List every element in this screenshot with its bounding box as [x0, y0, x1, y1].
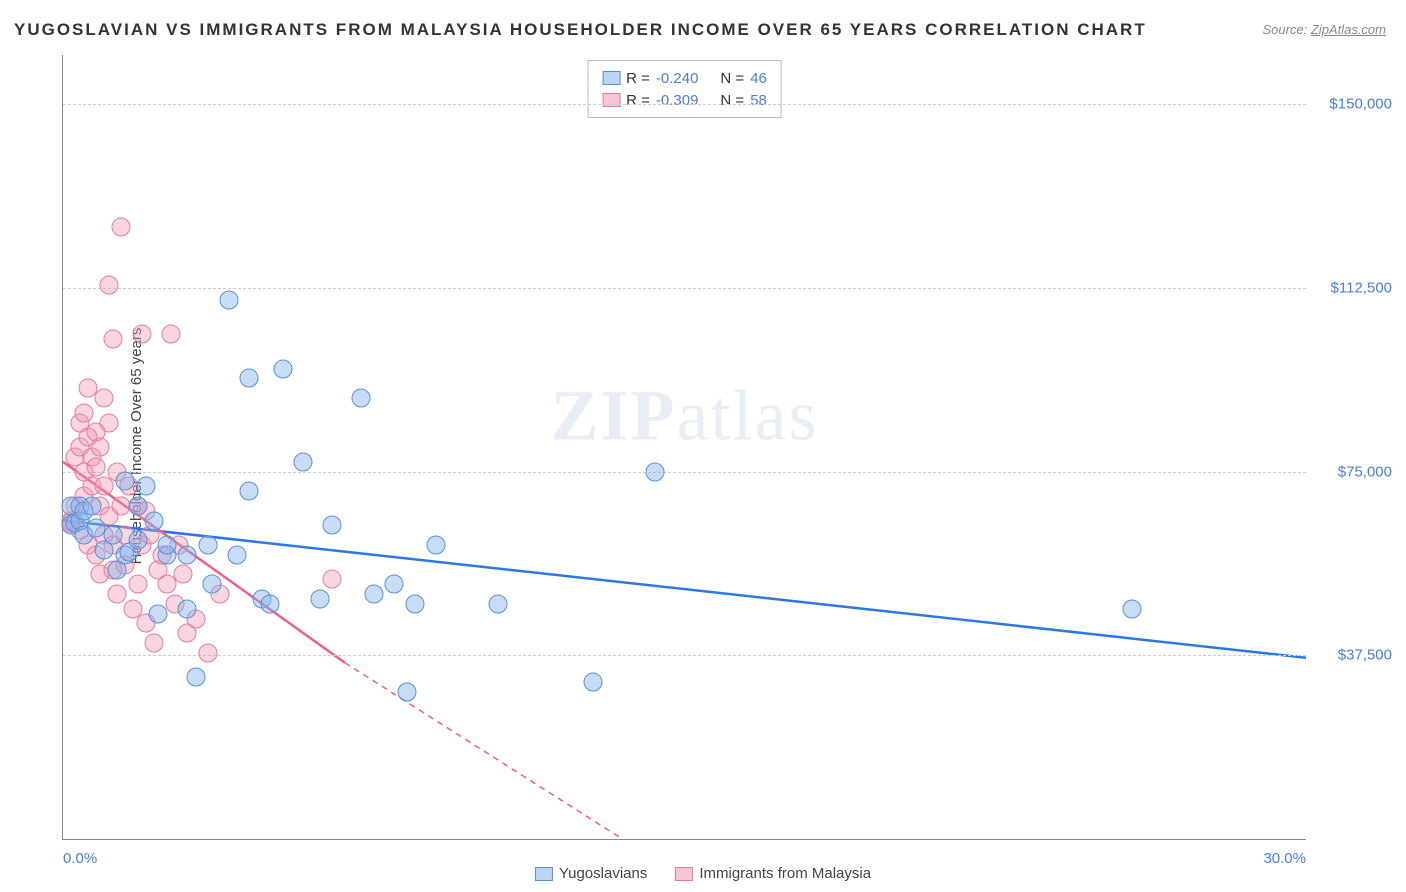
data-point	[103, 526, 122, 545]
legend-label: Yugoslavians	[559, 865, 647, 882]
x-tick-label: 0.0%	[63, 850, 97, 867]
data-point	[157, 536, 176, 555]
r-label: R =	[626, 70, 650, 87]
data-point	[489, 594, 508, 613]
n-label: N =	[720, 92, 744, 109]
series-legend: Yugoslavians Immigrants from Malaysia	[535, 865, 871, 882]
watermark-atlas: atlas	[677, 375, 819, 455]
data-point	[186, 668, 205, 687]
data-point	[1122, 599, 1141, 618]
data-point	[74, 403, 93, 422]
chart-title: YUGOSLAVIAN VS IMMIGRANTS FROM MALAYSIA …	[14, 20, 1147, 40]
source-prefix: Source:	[1262, 22, 1310, 37]
n-value: 46	[750, 70, 767, 87]
data-point	[149, 604, 168, 623]
pink-swatch-icon	[675, 867, 693, 881]
data-point	[112, 217, 131, 236]
data-point	[136, 477, 155, 496]
chart-container: YUGOSLAVIAN VS IMMIGRANTS FROM MALAYSIA …	[0, 0, 1406, 892]
data-point	[646, 462, 665, 481]
correlation-stats-box: R = -0.240 N = 46 R = -0.309 N = 58	[587, 60, 782, 118]
data-point	[178, 599, 197, 618]
data-point	[132, 325, 151, 344]
data-point	[584, 673, 603, 692]
data-point	[178, 545, 197, 564]
y-tick-label: $37,500	[1338, 647, 1392, 664]
source-link[interactable]: ZipAtlas.com	[1311, 22, 1386, 37]
data-point	[273, 359, 292, 378]
data-point	[323, 570, 342, 589]
x-tick-label: 30.0%	[1263, 850, 1306, 867]
data-point	[397, 683, 416, 702]
data-point	[103, 330, 122, 349]
data-point	[199, 536, 218, 555]
data-point	[83, 496, 102, 515]
data-point	[352, 389, 371, 408]
data-point	[161, 325, 180, 344]
source-attribution: Source: ZipAtlas.com	[1262, 22, 1386, 37]
gridline	[63, 288, 1306, 289]
legend-item: Immigrants from Malaysia	[675, 865, 871, 882]
stats-row: R = -0.309 N = 58	[602, 89, 767, 111]
gridline	[63, 655, 1306, 656]
data-point	[87, 457, 106, 476]
stats-row: R = -0.240 N = 46	[602, 67, 767, 89]
data-point	[128, 531, 147, 550]
r-label: R =	[626, 92, 650, 109]
data-point	[91, 438, 110, 457]
data-point	[99, 413, 118, 432]
data-point	[203, 575, 222, 594]
data-point	[107, 585, 126, 604]
data-point	[406, 594, 425, 613]
data-point	[323, 516, 342, 535]
data-point	[128, 496, 147, 515]
data-point	[99, 276, 118, 295]
data-point	[426, 536, 445, 555]
data-point	[116, 472, 135, 491]
data-point	[385, 575, 404, 594]
data-point	[310, 589, 329, 608]
r-value: -0.240	[656, 70, 699, 87]
trend-lines-svg	[63, 55, 1306, 839]
data-point	[240, 369, 259, 388]
r-value: -0.309	[656, 92, 699, 109]
y-tick-label: $75,000	[1338, 463, 1392, 480]
n-label: N =	[720, 70, 744, 87]
blue-swatch-icon	[602, 71, 620, 85]
blue-swatch-icon	[535, 867, 553, 881]
data-point	[174, 565, 193, 584]
data-point	[364, 585, 383, 604]
data-point	[261, 594, 280, 613]
data-point	[199, 643, 218, 662]
y-tick-label: $150,000	[1329, 96, 1392, 113]
gridline	[63, 104, 1306, 105]
data-point	[128, 575, 147, 594]
data-point	[145, 634, 164, 653]
gridline	[63, 472, 1306, 473]
watermark: ZIPatlas	[551, 374, 819, 457]
data-point	[240, 482, 259, 501]
data-point	[228, 545, 247, 564]
plot-area: ZIPatlas R =-0.240N =46R =-0.309N =58 $3…	[62, 55, 1306, 840]
data-point	[219, 291, 238, 310]
data-point	[294, 452, 313, 471]
n-value: 58	[750, 92, 767, 109]
data-point	[145, 511, 164, 530]
y-tick-label: $112,500	[1331, 279, 1392, 296]
legend-item: Yugoslavians	[535, 865, 647, 882]
legend-label: Immigrants from Malaysia	[699, 865, 871, 882]
watermark-zip: ZIP	[551, 375, 677, 455]
data-point	[95, 389, 114, 408]
